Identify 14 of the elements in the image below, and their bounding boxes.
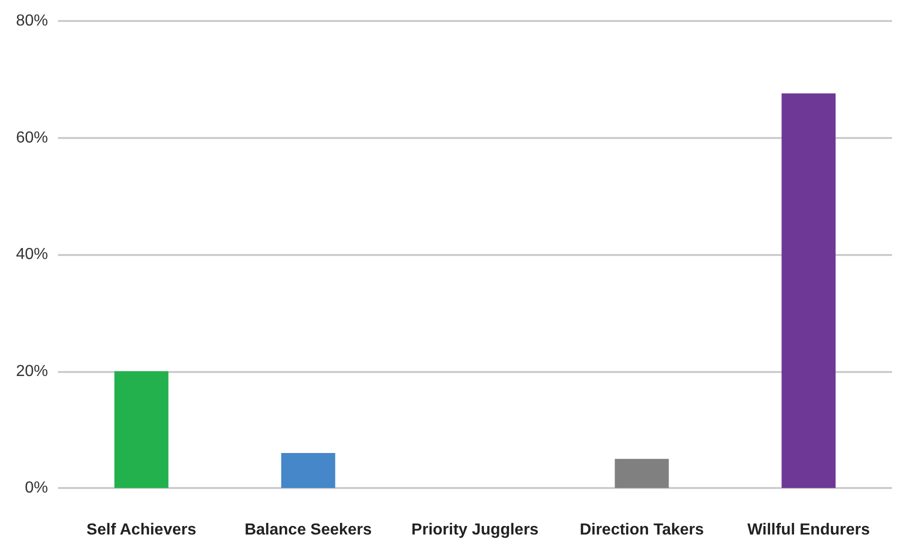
x-tick-label: Direction Takers — [580, 522, 704, 538]
bar — [114, 371, 168, 488]
x-tick-label: Willful Endurers — [747, 522, 870, 538]
y-tick-label: 60% — [16, 129, 48, 146]
y-tick-label: 80% — [16, 12, 48, 30]
y-tick-label: 40% — [16, 246, 48, 263]
x-tick-label: Priority Jugglers — [411, 522, 539, 538]
x-tick-label: Self Achievers — [86, 522, 196, 538]
bar — [614, 458, 669, 488]
bar — [782, 93, 836, 488]
y-tick-label: 20% — [16, 362, 48, 380]
x-tick-label: Balance Seekers — [244, 522, 372, 538]
y-tick-label: 0% — [24, 480, 48, 496]
bar — [281, 452, 336, 488]
